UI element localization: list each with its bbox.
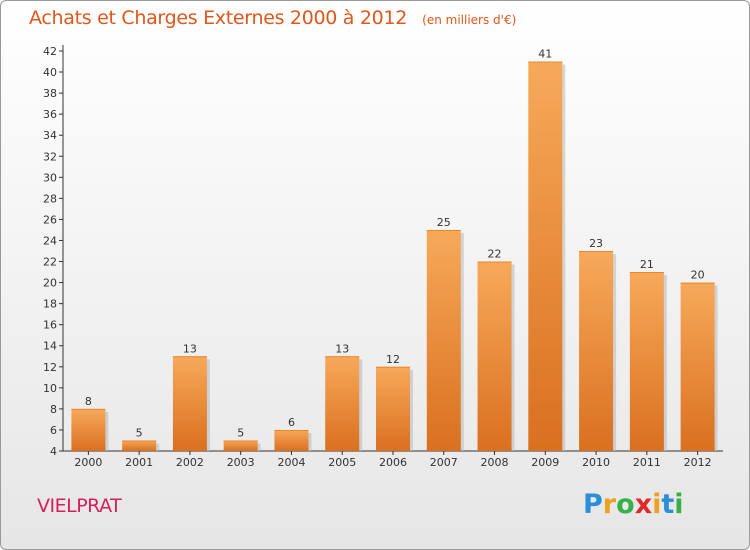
- bar: [325, 356, 360, 451]
- commune-name: VIELPRAT: [37, 495, 122, 517]
- chart-unit-subtitle: (en milliers d'€): [422, 13, 517, 27]
- bar: [629, 272, 664, 451]
- x-tick-label: 2005: [328, 456, 356, 469]
- chart-title-row: Achats et Charges Externes 2000 à 2012 (…: [29, 7, 516, 29]
- bar: [579, 251, 614, 451]
- bar: [274, 429, 309, 451]
- bar: [172, 356, 207, 451]
- x-tick-label: 2004: [277, 456, 305, 469]
- bar-value-label: 13: [335, 342, 349, 355]
- y-tick-label: 18: [43, 298, 57, 311]
- x-tick-label: 2000: [74, 456, 102, 469]
- proxiti-logo: Proxiti: [583, 489, 684, 520]
- logo-letter: r: [602, 489, 617, 520]
- bar-value-label: 12: [386, 353, 400, 366]
- bar-value-label: 41: [538, 48, 552, 61]
- bar-value-label: 8: [85, 395, 92, 408]
- y-tick-label: 4: [50, 445, 57, 458]
- x-tick-label: 2009: [531, 456, 559, 469]
- logo-letter: i: [674, 489, 684, 520]
- logo-letter: t: [661, 489, 675, 520]
- x-tick-label: 2001: [125, 456, 153, 469]
- y-tick-label: 36: [43, 108, 57, 121]
- bar-value-label: 20: [691, 269, 705, 282]
- logo-letter: o: [616, 489, 635, 520]
- y-tick-label: 16: [43, 319, 57, 332]
- x-tick-label: 2010: [582, 456, 610, 469]
- y-tick-label: 12: [43, 361, 57, 374]
- x-tick-label: 2011: [633, 456, 661, 469]
- y-tick-label: 14: [43, 340, 57, 353]
- y-tick-label: 24: [43, 234, 57, 247]
- x-tick-label: 2006: [379, 456, 407, 469]
- bar-value-label: 21: [640, 258, 654, 271]
- x-tick-label: 2007: [430, 456, 458, 469]
- bar: [71, 408, 106, 451]
- logo-letter: i: [652, 489, 662, 520]
- y-tick-label: 6: [50, 424, 57, 437]
- y-tick-label: 32: [43, 150, 57, 163]
- y-tick-label: 8: [50, 403, 57, 416]
- x-tick-label: 2002: [176, 456, 204, 469]
- bar-value-label: 22: [488, 248, 502, 261]
- y-tick-label: 30: [43, 171, 57, 184]
- y-tick-label: 34: [43, 129, 57, 142]
- y-tick-label: 20: [43, 277, 57, 290]
- bar: [477, 261, 512, 451]
- x-tick-label: 2008: [481, 456, 509, 469]
- bar-value-label: 5: [237, 426, 244, 439]
- y-tick-label: 22: [43, 256, 57, 269]
- bar: [680, 282, 715, 451]
- chart-title: Achats et Charges Externes 2000 à 2012: [29, 7, 408, 29]
- bar: [376, 366, 410, 451]
- y-tick-label: 10: [43, 382, 57, 395]
- bar: [223, 440, 258, 451]
- x-tick-label: 2012: [684, 456, 712, 469]
- logo-letter: P: [583, 489, 603, 520]
- y-tick-label: 26: [43, 213, 57, 226]
- logo-letter: x: [634, 489, 653, 520]
- bar-value-label: 13: [183, 342, 197, 355]
- y-tick-label: 42: [43, 45, 57, 58]
- bar-value-label: 5: [136, 426, 143, 439]
- x-tick-label: 2003: [227, 456, 255, 469]
- y-tick-label: 28: [43, 192, 57, 205]
- bar-value-label: 25: [437, 216, 451, 229]
- bar-value-label: 23: [589, 237, 603, 250]
- bar: [528, 61, 563, 452]
- y-tick-label: 40: [43, 66, 57, 79]
- bar-value-label: 6: [288, 416, 295, 429]
- bar: [426, 229, 461, 451]
- y-tick-label: 38: [43, 87, 57, 100]
- bar: [122, 440, 157, 451]
